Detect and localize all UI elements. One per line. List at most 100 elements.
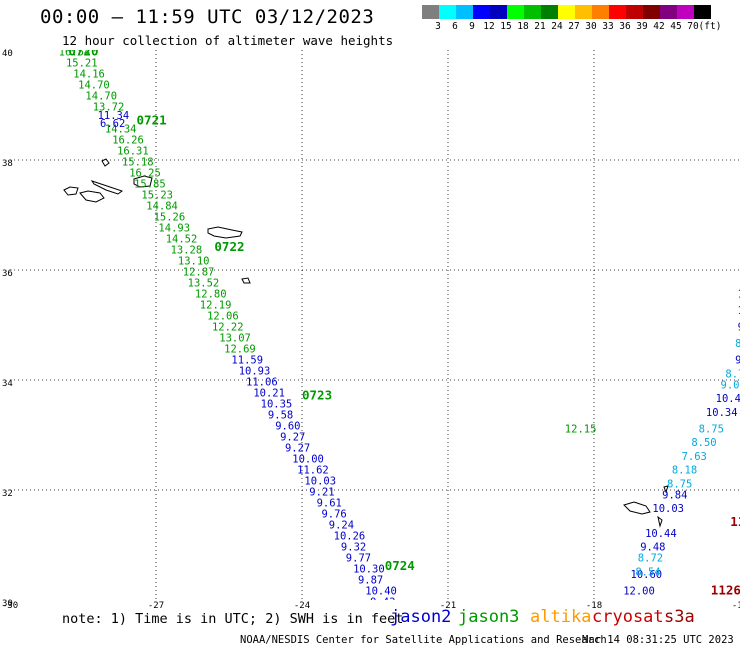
color-scale-label: 42: [653, 21, 665, 32]
lat-tick-label: 32: [2, 489, 13, 499]
swh-value-label: 16.26: [112, 135, 144, 147]
island-outline-icon: [63, 186, 79, 196]
wave-height-map: 16.5415.2114.1614.7014.7013.7214.3416.26…: [10, 50, 740, 600]
color-swatch: [575, 5, 592, 19]
color-swatch: [507, 5, 524, 19]
legend-item-jason2: jason2: [390, 607, 452, 627]
swh-value-label: 12.22: [212, 322, 244, 334]
color-scale-label: 6: [452, 21, 458, 32]
swh-value-label: 9.27: [280, 432, 305, 444]
color-scale-bar: [422, 5, 711, 19]
color-swatch: [422, 5, 439, 19]
pass-time-label: 1126: [711, 583, 740, 598]
swh-value-label: 10.40: [365, 586, 397, 598]
color-scale-label: 21: [534, 21, 546, 32]
pass-time-label: 0723: [302, 387, 332, 402]
lat-tick-label: 40: [2, 49, 13, 59]
swh-value-label: 9.24: [329, 520, 354, 532]
swh-value-label: 9.48: [640, 542, 665, 554]
swh-value-label: 13.10: [178, 256, 210, 268]
color-swatch: [677, 5, 694, 19]
swh-value-label: 9.60: [275, 421, 300, 433]
lon-tick-label: -18: [585, 601, 603, 611]
swh-value-label: 15.85: [134, 179, 166, 191]
lat-tick-label: 38: [2, 159, 13, 169]
color-swatch: [626, 5, 643, 19]
pass-time-label: 0724: [385, 558, 415, 573]
color-scale-label: 30: [585, 21, 597, 32]
color-scale-label: 36: [619, 21, 631, 32]
swh-value-label: 9.77: [346, 553, 371, 565]
island-outline-icon: [101, 158, 110, 167]
swh-point-labels: 16.5415.2114.1614.7014.7013.7214.3416.26…: [59, 50, 740, 600]
color-swatch: [490, 5, 507, 19]
swh-value-label: 12.06: [207, 311, 239, 323]
swh-value-label: 11.34: [98, 110, 130, 122]
swh-value-label: 14.70: [78, 80, 110, 92]
swh-value-label: 10.03: [652, 503, 684, 515]
color-scale-label: 33: [602, 21, 614, 32]
swh-value-label: 8.54: [635, 566, 660, 578]
swh-value-label: 10.35: [261, 399, 293, 411]
swh-value-label: 10.93: [239, 366, 271, 378]
color-swatch: [592, 5, 609, 19]
swh-value-label: 15.18: [122, 157, 154, 169]
color-scale-label: 18: [517, 21, 529, 32]
swh-value-label: 14.93: [158, 223, 190, 235]
swh-value-label: 8.75: [667, 478, 692, 490]
swh-value-label: 9.27: [285, 443, 310, 455]
swh-value-label: 10: [738, 305, 740, 317]
swh-value-label: 12.80: [195, 289, 227, 301]
swh-value-label: 9.76: [321, 509, 346, 521]
swh-value-label: 13.28: [171, 245, 203, 257]
island-outline-icon: [133, 175, 153, 188]
color-swatch: [558, 5, 575, 19]
island-outline-icon: [241, 277, 251, 284]
swh-value-label: 9.43: [370, 597, 395, 601]
lat-tick-label: 30: [2, 599, 13, 609]
swh-value-label: 8.6: [735, 338, 740, 350]
island-outline-icon: [90, 180, 124, 195]
color-swatch: [609, 5, 626, 19]
swh-value-label: 11.06: [246, 377, 278, 389]
swh-value-label: 16.25: [129, 168, 161, 180]
swh-value-label: 14.84: [146, 201, 178, 213]
color-scale-label: 39: [636, 21, 648, 32]
swh-value-label: 9.32: [341, 542, 366, 554]
island-outline-icon: [657, 515, 663, 528]
color-swatch: [473, 5, 490, 19]
swh-value-label: 10.60: [631, 569, 663, 581]
island-outline-icon: [207, 226, 243, 239]
swh-value-label: 14.70: [85, 91, 117, 103]
swh-value-label: 8.73: [725, 368, 740, 380]
pass-time-label: 0721: [137, 112, 167, 127]
color-scale-label: (ft): [698, 21, 722, 32]
swh-value-label: 9.87: [358, 575, 383, 587]
swh-value-label: 11.59: [231, 355, 263, 367]
swh-value-label: 10.00: [292, 454, 324, 466]
swh-value-label: 10.34: [706, 407, 738, 419]
swh-value-label: 10.03: [304, 476, 336, 488]
swh-value-label: 14.16: [73, 69, 105, 81]
island-outline-icon: [63, 158, 669, 528]
pass-time-label: 1126: [730, 514, 740, 529]
swh-value-label: 10.40: [716, 393, 740, 405]
swh-value-label: 15.21: [66, 58, 98, 70]
color-scale-label: 27: [568, 21, 580, 32]
lon-tick-label: -21: [439, 601, 457, 611]
swh-value-label: 9.: [738, 322, 740, 334]
swh-value-label: 8.50: [691, 437, 716, 449]
lat-tick-label: 34: [2, 379, 13, 389]
swh-value-label: 12.15: [565, 423, 597, 435]
swh-value-label: 13.72: [93, 102, 125, 114]
swh-value-label: 8.18: [672, 465, 697, 477]
swh-value-label: 14.34: [105, 124, 137, 136]
swh-value-label: 9.84: [662, 489, 687, 501]
swh-value-label: 15.23: [141, 190, 173, 202]
color-swatch: [694, 5, 711, 19]
color-swatch: [643, 5, 660, 19]
color-swatch: [439, 5, 456, 19]
footer-timestamp: Mar 14 08:31:25 UTC 2023: [582, 634, 734, 646]
swh-value-label: 14.52: [166, 234, 198, 246]
swh-value-label: 12.87: [183, 267, 215, 279]
